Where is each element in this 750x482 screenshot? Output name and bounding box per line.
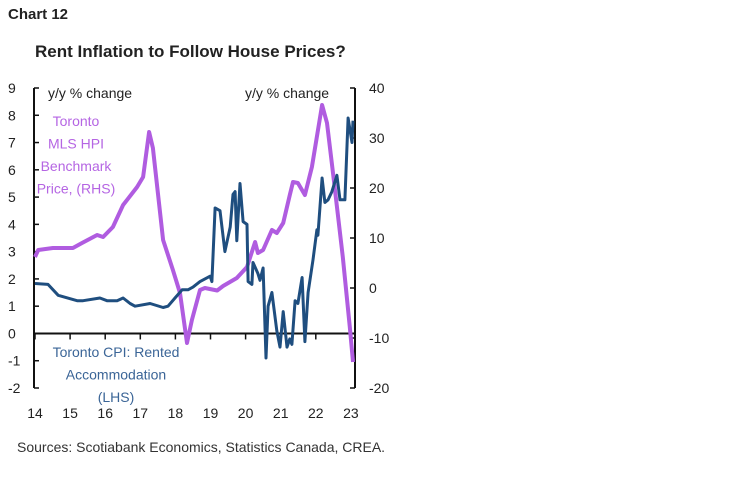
left-tick-label: 3 — [8, 244, 16, 260]
x-tick-label: 20 — [238, 405, 254, 421]
left-tick-label: 9 — [8, 80, 16, 96]
hpi-label-line: Price, (RHS) — [37, 181, 116, 197]
x-tick-label: 14 — [27, 405, 43, 421]
chart-label: Chart 12 — [8, 6, 69, 23]
left-tick-label: 6 — [8, 162, 16, 178]
right-tick-label: 20 — [369, 180, 385, 196]
x-tick-label: 19 — [203, 405, 219, 421]
hpi-label-line: Toronto — [53, 113, 100, 129]
left-tick-label: 4 — [8, 216, 16, 232]
left-tick-label: 5 — [8, 189, 16, 205]
right-tick-label: 40 — [369, 80, 385, 96]
right-tick-label: 10 — [369, 230, 385, 246]
right-tick-label: 0 — [369, 280, 377, 296]
x-tick-label: 23 — [343, 405, 359, 421]
hpi-label-line: MLS HPI — [48, 136, 104, 152]
left-tick-label: 8 — [8, 107, 16, 123]
x-tick-label: 17 — [133, 405, 149, 421]
chart-title: Rent Inflation to Follow House Prices? — [35, 42, 346, 61]
hpi-series-label: Toronto MLS HPI Benchmark Price, (RHS) — [37, 113, 116, 197]
left-tick-label: 1 — [8, 298, 16, 314]
cpi-line — [34, 116, 355, 360]
hpi-line — [33, 103, 355, 363]
right-tick-label: -10 — [369, 330, 389, 346]
right-tick-label: 30 — [369, 130, 385, 146]
right-tick-label: -20 — [369, 380, 389, 396]
series-lines — [33, 103, 355, 363]
hpi-label-line: Benchmark — [41, 158, 113, 174]
left-tick-label: 7 — [8, 135, 16, 151]
x-tick-label: 18 — [168, 405, 184, 421]
sources-note: Sources: Scotiabank Economics, Statistic… — [17, 439, 386, 455]
left-tick-label: 0 — [8, 325, 16, 341]
x-tick-label: 15 — [62, 405, 78, 421]
left-axis-unit-label: y/y % change — [48, 85, 132, 101]
x-tick-label: 21 — [273, 405, 289, 421]
cpi-label-line: (LHS) — [98, 389, 135, 405]
left-tick-label: -2 — [8, 380, 21, 396]
x-tick-label: 22 — [308, 405, 324, 421]
cpi-label-line: Toronto CPI: Rented — [53, 344, 180, 360]
left-tick-label: -1 — [8, 353, 21, 369]
right-axis-unit-label: y/y % change — [245, 85, 329, 101]
cpi-series-label: Toronto CPI: Rented Accommodation (LHS) — [53, 344, 180, 405]
cpi-label-line: Accommodation — [66, 367, 166, 383]
left-tick-label: 2 — [8, 271, 16, 287]
x-tick-label: 16 — [97, 405, 113, 421]
